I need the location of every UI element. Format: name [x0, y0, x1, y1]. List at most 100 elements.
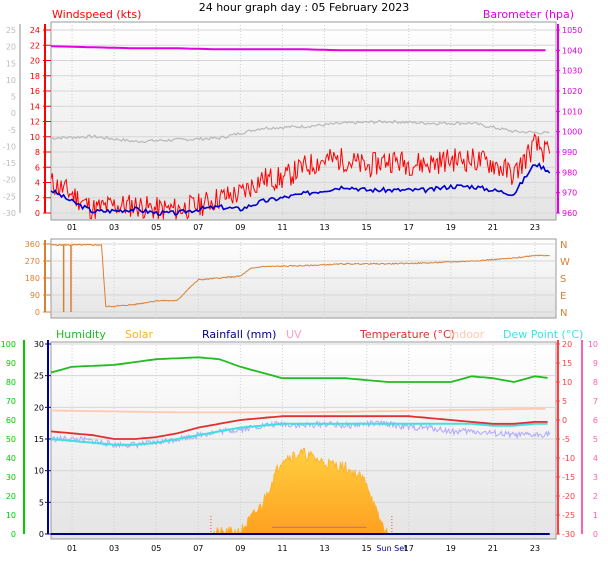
tick-wind: 22 [30, 41, 40, 50]
series-temperature-grey [50, 119, 550, 144]
series-indoor [50, 407, 546, 414]
tick-hour: 17 [404, 223, 414, 232]
tick-temperature-left: -25 [3, 192, 16, 201]
tick-hour: 09 [235, 223, 245, 232]
tick-hour-bottom: 23 [530, 544, 540, 553]
tick-hour: 03 [109, 223, 119, 232]
tick-barometer: 1000 [562, 128, 582, 137]
tick-direction: 90 [30, 291, 40, 300]
tick-temperature-left: 10 [6, 76, 16, 85]
series-humidity [50, 356, 548, 383]
tick-wind: 24 [30, 26, 40, 35]
tick-hour-bottom: 21 [488, 544, 498, 553]
tick-barometer: 1030 [562, 67, 582, 76]
tick-direction: 360 [25, 240, 40, 249]
series-dewpoint [50, 422, 548, 446]
tick-uv: 4 [593, 454, 598, 463]
tick-temperature-left: -5 [8, 126, 16, 135]
tick-hour-bottom: 17 [404, 544, 414, 553]
graph-title: 24 hour graph day : 05 February 2023 [199, 1, 410, 14]
tick-temperature: 0 [562, 416, 567, 425]
tick-temperature-left: 0 [11, 109, 16, 118]
tick-humidity: 80 [6, 378, 16, 387]
tick-direction: 270 [25, 257, 40, 266]
tick-uv: 3 [593, 473, 598, 482]
tick-wind: 14 [30, 102, 40, 111]
tick-temperature: -20 [562, 492, 575, 501]
tick-humidity: 30 [6, 473, 16, 482]
tick-hour-bottom: 07 [193, 544, 203, 553]
tick-compass: W [560, 257, 570, 268]
tick-rainfall: 10 [34, 467, 44, 476]
tick-humidity: 70 [6, 397, 16, 406]
tick-wind: 6 [35, 163, 40, 172]
tick-wind: 0 [35, 209, 40, 218]
legend-solar: Solar [125, 328, 154, 341]
tick-temperature-left: 25 [6, 26, 16, 35]
tick-hour: 11 [277, 223, 287, 232]
tick-hour-bottom: Sun Set [376, 544, 407, 553]
tick-temperature-left: 5 [11, 93, 16, 102]
tick-direction: 180 [25, 274, 40, 283]
tick-direction: 0 [35, 308, 40, 317]
tick-uv: 6 [593, 416, 598, 425]
tick-rainfall: 20 [34, 403, 44, 412]
tick-compass: S [560, 274, 566, 285]
tick-hour-bottom: 13 [319, 544, 329, 553]
legend-barometer: Barometer (hpa) [483, 8, 574, 21]
tick-uv: 10 [588, 340, 598, 349]
tick-hour-bottom: 03 [109, 544, 119, 553]
legend-temperature: Temperature (°C) [359, 328, 455, 341]
tick-humidity: 40 [6, 454, 16, 463]
tick-hour-bottom: 05 [151, 544, 161, 553]
tick-uv: 0 [593, 530, 598, 539]
tick-humidity: 10 [6, 511, 16, 520]
tick-uv: 5 [593, 435, 598, 444]
tick-humidity: 20 [6, 492, 16, 501]
tick-temperature: -30 [562, 530, 575, 539]
tick-rainfall: 5 [39, 498, 44, 507]
tick-wind: 18 [30, 72, 40, 81]
tick-barometer: 1040 [562, 46, 582, 55]
series-temperature [50, 415, 548, 440]
tick-wind: 10 [30, 133, 40, 142]
tick-temperature-left: 15 [6, 59, 16, 68]
tick-temperature-left: -15 [3, 159, 16, 168]
tick-hour: 07 [193, 223, 203, 232]
tick-temperature-left: -20 [3, 176, 16, 185]
tick-hour: 21 [488, 223, 498, 232]
tick-hour: 05 [151, 223, 161, 232]
tick-rainfall: 25 [34, 372, 44, 381]
legend-humidity: Humidity [56, 328, 106, 341]
tick-uv: 9 [593, 359, 598, 368]
tick-hour: 13 [319, 223, 329, 232]
tick-hour: 15 [362, 223, 372, 232]
tick-uv: 7 [593, 397, 598, 406]
tick-temperature: -25 [562, 511, 575, 520]
tick-barometer: 980 [562, 168, 577, 177]
tick-hour: 01 [67, 223, 77, 232]
tick-humidity: 100 [1, 340, 16, 349]
axes-layer: 024681012141618202224-30-25-20-15-10-505… [1, 22, 598, 553]
tick-compass: E [560, 291, 566, 302]
tick-rainfall: 0 [39, 530, 44, 539]
tick-temperature-left: 20 [6, 43, 16, 52]
tick-temperature: 20 [562, 340, 572, 349]
tick-barometer: 1020 [562, 87, 582, 96]
series-layer [50, 45, 551, 536]
tick-compass: N [560, 240, 567, 251]
tick-hour: 23 [530, 223, 540, 232]
tick-hour-bottom: 09 [235, 544, 245, 553]
tick-temperature: -15 [562, 473, 575, 482]
tick-barometer: 1010 [562, 107, 582, 116]
legend-windspeed: Windspeed (kts) [52, 8, 141, 21]
tick-uv: 1 [593, 511, 598, 520]
tick-hour-bottom: 11 [277, 544, 287, 553]
tick-humidity: 60 [6, 416, 16, 425]
tick-temperature-left: -30 [3, 209, 16, 218]
series-barometer [50, 45, 546, 52]
tick-barometer: 960 [562, 209, 577, 218]
tick-temperature-left: -10 [3, 142, 16, 151]
